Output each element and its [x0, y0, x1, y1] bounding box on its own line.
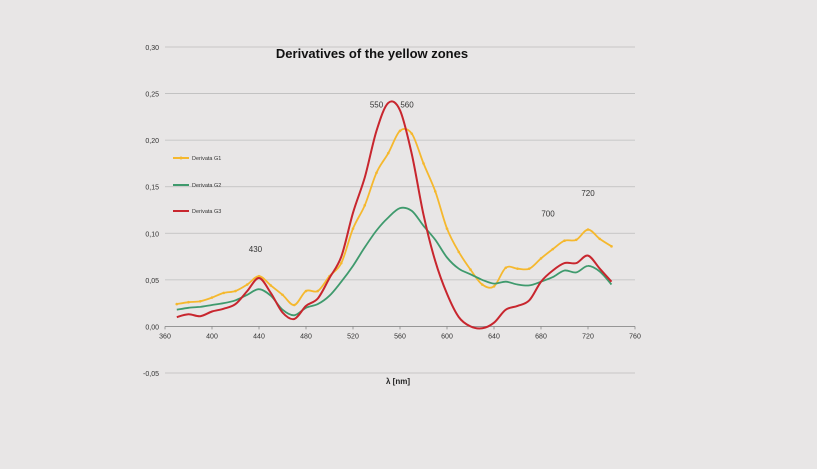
series-point	[363, 204, 367, 207]
legend: Derivata G1 Derivata G2 Derivata G3	[173, 156, 221, 215]
series-point	[339, 261, 343, 265]
x-tick-label: 640	[488, 333, 500, 340]
series-point	[257, 274, 261, 278]
series-line-2	[176, 206, 613, 317]
series-point	[586, 228, 590, 231]
legend-marker	[179, 156, 183, 160]
x-tick-label: 560	[394, 333, 406, 340]
series-point	[445, 227, 449, 230]
series-point	[469, 268, 472, 271]
series-point	[386, 151, 390, 155]
series-point	[198, 299, 202, 303]
series-point	[539, 257, 543, 260]
series-point	[527, 267, 531, 270]
series-point	[175, 302, 179, 306]
y-tick-label: 0,10	[145, 231, 159, 238]
series-point	[398, 129, 402, 133]
x-tick-label: 600	[441, 333, 453, 340]
legend-label: Derivata G1	[192, 156, 221, 162]
y-tick-label: 0,25	[145, 92, 159, 99]
x-tick-label: 680	[535, 333, 547, 340]
y-tick-label: -0,05	[143, 371, 159, 378]
series-point	[551, 247, 555, 251]
x-tick-label: 360	[159, 333, 171, 340]
series-point	[351, 227, 355, 230]
x-axis-label: λ [nm]	[386, 377, 410, 386]
annotation-label: 550	[370, 101, 384, 110]
legend-label: Derivata G3	[192, 209, 221, 215]
y-tick-label: 0,20	[145, 138, 159, 145]
series-point	[504, 266, 508, 270]
series-point	[187, 300, 190, 304]
series-point	[269, 284, 273, 287]
series-point	[292, 303, 296, 307]
annotation-label: 700	[541, 210, 555, 219]
y-tick-label: 0,05	[145, 278, 159, 285]
series-point	[304, 289, 308, 293]
chart-title: Derivatives of the yellow zones	[276, 46, 468, 61]
annotation-label: 430	[249, 245, 263, 254]
annotations: 430 550 560 700 720	[249, 101, 595, 254]
series-point	[433, 190, 437, 193]
series-point	[598, 237, 602, 241]
series-point	[574, 238, 578, 242]
x-tick-label: 520	[347, 333, 359, 340]
series-point	[457, 250, 461, 254]
y-tick-label: 0,30	[145, 45, 159, 52]
legend-label: Derivata G2	[192, 183, 221, 189]
y-tick-label: 0,15	[145, 185, 159, 192]
series-point	[516, 267, 519, 270]
series-point	[410, 132, 414, 135]
gridlines	[165, 46, 635, 374]
series-line-3	[176, 100, 613, 330]
x-tick-label: 720	[582, 333, 594, 340]
x-tick-label: 760	[629, 333, 641, 340]
y-tick-label: 0,00	[145, 324, 159, 331]
x-tick-label: 400	[206, 333, 218, 340]
series-point	[281, 293, 284, 297]
series-point	[316, 289, 320, 293]
annotation-label: 560	[400, 101, 414, 110]
series-point	[610, 245, 613, 248]
series-point	[210, 296, 214, 299]
series-point	[492, 285, 496, 288]
series-point	[245, 283, 249, 286]
series-point	[422, 162, 425, 165]
x-tick-label: 440	[253, 333, 265, 340]
series-point	[375, 171, 378, 175]
series-point	[234, 289, 237, 293]
x-tick-label: 480	[300, 333, 312, 340]
series-point	[480, 283, 484, 286]
series-lines	[175, 100, 613, 330]
axes: -0,05 0,00 0,05 0,10 0,15 0,20 0,25 0,30 360 400 4…	[143, 45, 641, 378]
series-point	[563, 239, 566, 243]
annotation-label: 720	[581, 189, 595, 198]
series-point	[222, 291, 226, 295]
